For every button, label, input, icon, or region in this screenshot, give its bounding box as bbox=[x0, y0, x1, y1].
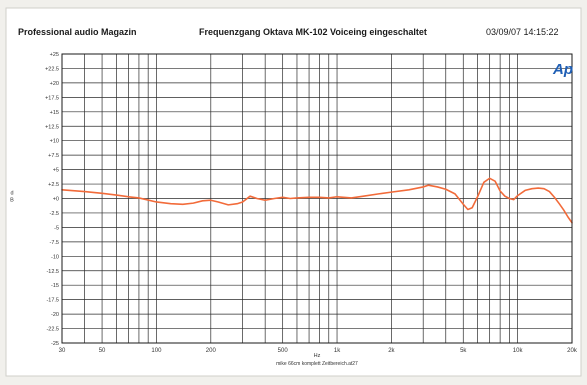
y-tick-label: +7.5 bbox=[48, 153, 59, 159]
footnote: mike 66cm komplett Zeitbereich.at27 bbox=[276, 361, 358, 367]
ap-logo: Ap bbox=[552, 61, 573, 78]
y-tick-label: +17.5 bbox=[45, 95, 59, 101]
x-tick-label: 5k bbox=[460, 348, 467, 354]
y-tick-label: -2.5 bbox=[50, 211, 59, 217]
y-tick-label: +0 bbox=[53, 197, 59, 203]
y-tick-label: -12.5 bbox=[46, 269, 59, 275]
tick-labels: +25 +22.5 +20 +17.5 +15 +12.5 +10 +7.5 +5 +2.5 +0 -… bbox=[45, 52, 578, 354]
y-tick-label: +20 bbox=[50, 81, 59, 87]
timestamp: 03/09/07 14:15:22 bbox=[486, 27, 559, 37]
x-axis-label: Hz bbox=[314, 353, 321, 359]
x-tick-label: 200 bbox=[206, 348, 217, 354]
x-tick-label: 30 bbox=[59, 348, 66, 354]
y-tick-label: -10 bbox=[51, 254, 59, 260]
plot-frame bbox=[61, 53, 573, 344]
x-tick-label: 20k bbox=[567, 348, 578, 354]
y-tick-label: +12.5 bbox=[45, 124, 59, 130]
x-tick-label: 2k bbox=[388, 348, 395, 354]
header-left-text: Professional audio Magazin bbox=[18, 27, 137, 37]
x-tick-label: 100 bbox=[151, 348, 162, 354]
y-tick-label: +22.5 bbox=[45, 66, 59, 72]
x-tick-label: 500 bbox=[278, 348, 289, 354]
y-tick-label: +5 bbox=[53, 168, 59, 174]
y-tick-label: -20 bbox=[51, 312, 59, 318]
x-tick-label: 1k bbox=[334, 348, 341, 354]
y-tick-label: -7.5 bbox=[50, 240, 59, 246]
y-tick-label: +25 bbox=[50, 52, 59, 58]
y-tick-label: -15 bbox=[51, 283, 59, 289]
y-tick-label: +15 bbox=[50, 110, 59, 116]
chart-title: Frequenzgang Oktava MK-102 Voiceing eing… bbox=[199, 27, 427, 37]
y-tick-label: -25 bbox=[51, 341, 59, 347]
y-tick-label: +2.5 bbox=[48, 182, 59, 188]
data-series bbox=[61, 177, 573, 224]
y-tick-label: +10 bbox=[50, 139, 59, 145]
series-line bbox=[61, 177, 573, 224]
y-tick-label: -17.5 bbox=[46, 298, 59, 304]
y-tick-label: -5 bbox=[54, 225, 59, 231]
x-tick-label: 10k bbox=[513, 348, 524, 354]
x-tick-label: 50 bbox=[99, 348, 106, 354]
y-tick-label: -22.5 bbox=[46, 327, 59, 333]
